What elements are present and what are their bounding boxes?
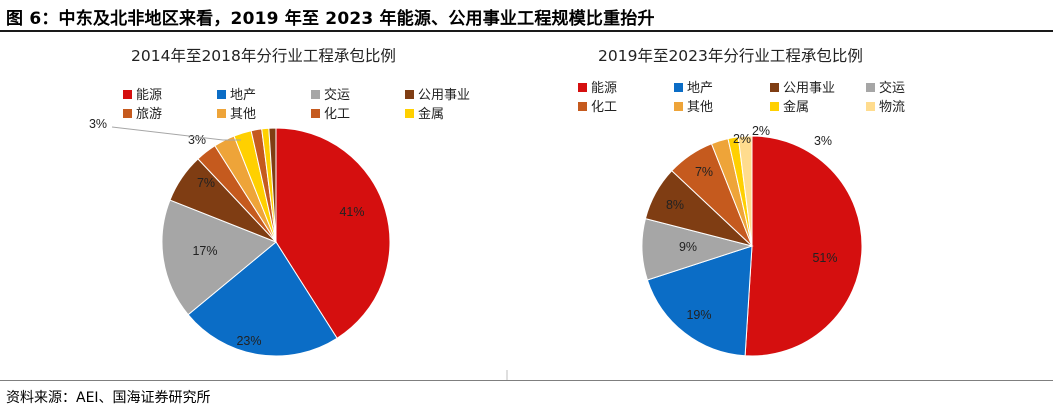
chart-2-title: 2019年至2023年分行业工程承包比例	[598, 47, 863, 65]
chart-2-legend-swatch-3	[770, 83, 779, 92]
chart-2-legend-label-3: 公用事业	[783, 81, 835, 96]
footer-rule	[0, 380, 1053, 381]
chart-2-legend-label-2: 地产	[687, 81, 713, 96]
chart-1-title: 2014年至2018年分行业工程承包比例	[131, 47, 396, 65]
chart-2-legend-swatch-8	[866, 102, 875, 111]
chart-2-legend-swatch-7	[770, 102, 779, 111]
chart-2-legend-swatch-6	[674, 102, 683, 111]
chart-2-data-label-4: 8%	[666, 198, 684, 212]
chart-1-legend-swatch-8	[405, 109, 414, 118]
chart-1-legend-label-5: 旅游	[136, 107, 162, 122]
chart-2-slice-2	[646, 245, 753, 357]
chart-2-legend-label-5: 化工	[591, 100, 617, 115]
chart-1-legend-swatch-6	[217, 109, 226, 118]
chart-2-legend-swatch-2	[674, 83, 683, 92]
chart-1-leader-line	[111, 126, 241, 141]
chart-1-legend-label-7: 化工	[324, 107, 350, 122]
chart-1-legend-swatch-3	[311, 90, 320, 99]
chart-1-data-label-3: 17%	[192, 244, 217, 258]
chart-1-data-label-6: 3%	[188, 133, 206, 147]
chart-2-legend-label-7: 金属	[783, 99, 809, 115]
source-note: 资料来源：AEI、国海证券研究所	[6, 390, 211, 406]
chart-1-legend-label-2: 地产	[230, 88, 256, 103]
title-rule	[0, 30, 1053, 32]
chart-1-data-label-4: 7%	[197, 176, 215, 190]
chart-2-data-label-3: 9%	[679, 240, 697, 254]
chart-1-legend-label-1: 能源	[136, 88, 162, 103]
chart-1-legend-swatch-4	[405, 90, 414, 99]
chart-1-slice-10	[268, 127, 277, 243]
chart-2-legend-label-4: 交运	[879, 80, 905, 96]
chart-2-data-label-2: 19%	[686, 308, 711, 322]
chart-1-legend-swatch-5	[123, 109, 132, 118]
chart-1-slice-2	[187, 241, 338, 357]
chart-1-legend-swatch-7	[311, 109, 320, 118]
chart-1-slice-3	[161, 199, 277, 316]
chart-1-data-label-5: 3%	[89, 117, 107, 131]
chart-1-legend-label-6: 其他	[230, 107, 256, 122]
chart-2-slice-8	[737, 135, 753, 247]
figure-title: 图 6：中东及北非地区来看，2019 年至 2023 年能源、公用事业工程规模比…	[6, 9, 655, 29]
chart-2-legend-swatch-1	[578, 83, 587, 92]
chart-1-legend-label-8: 金属	[418, 106, 444, 122]
chart-2-data-label-5: 7%	[695, 165, 713, 179]
chart-2-legend-label-1: 能源	[591, 81, 617, 96]
chart-2-legend-label-6: 其他	[687, 100, 713, 115]
chart-1-data-label-1: 41%	[339, 205, 364, 219]
chart-2-legend-label-8: 物流	[879, 100, 905, 115]
chart-1-legend-label-3: 交运	[324, 87, 350, 103]
chart-1-legend-swatch-2	[217, 90, 226, 99]
chart-1-data-label-2: 23%	[236, 334, 261, 348]
chart-2-data-label-1: 51%	[812, 251, 837, 265]
chart-2-data-label-7: 2%	[752, 124, 770, 138]
chart-2-slice-1	[744, 135, 863, 357]
chart-1-legend-label-4: 公用事业	[418, 88, 470, 103]
chart-2-data-label-8: 3%	[814, 134, 832, 148]
chart-2-legend-swatch-4	[866, 83, 875, 92]
chart-1-legend-swatch-1	[123, 90, 132, 99]
chart-2-legend-swatch-5	[578, 102, 587, 111]
chart-1-slice-1	[275, 127, 391, 339]
chart-2-data-label-6: 2%	[733, 132, 751, 146]
